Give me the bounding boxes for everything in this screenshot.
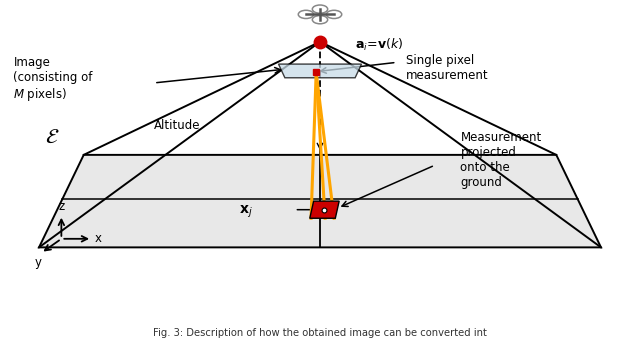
Text: y: y bbox=[34, 256, 41, 269]
Text: Altitude: Altitude bbox=[154, 119, 200, 132]
Text: Measurement
projected
onto the
ground: Measurement projected onto the ground bbox=[461, 131, 541, 189]
Text: Image
(consisting of
$M$ pixels): Image (consisting of $M$ pixels) bbox=[13, 55, 93, 103]
Polygon shape bbox=[310, 201, 339, 218]
Text: z: z bbox=[58, 200, 65, 213]
Text: $\mathbf{a}_i\!=\!\mathbf{v}(k)$: $\mathbf{a}_i\!=\!\mathbf{v}(k)$ bbox=[355, 37, 404, 53]
Text: $\mathbf{x}_j$: $\mathbf{x}_j$ bbox=[239, 203, 253, 219]
Polygon shape bbox=[39, 155, 601, 247]
Text: x: x bbox=[95, 232, 102, 245]
Text: Single pixel
measurement: Single pixel measurement bbox=[406, 54, 489, 82]
Text: $\mathcal{E}$: $\mathcal{E}$ bbox=[45, 128, 59, 147]
Polygon shape bbox=[278, 64, 362, 78]
Text: Fig. 3: Description of how the obtained image can be converted int: Fig. 3: Description of how the obtained … bbox=[153, 328, 487, 338]
